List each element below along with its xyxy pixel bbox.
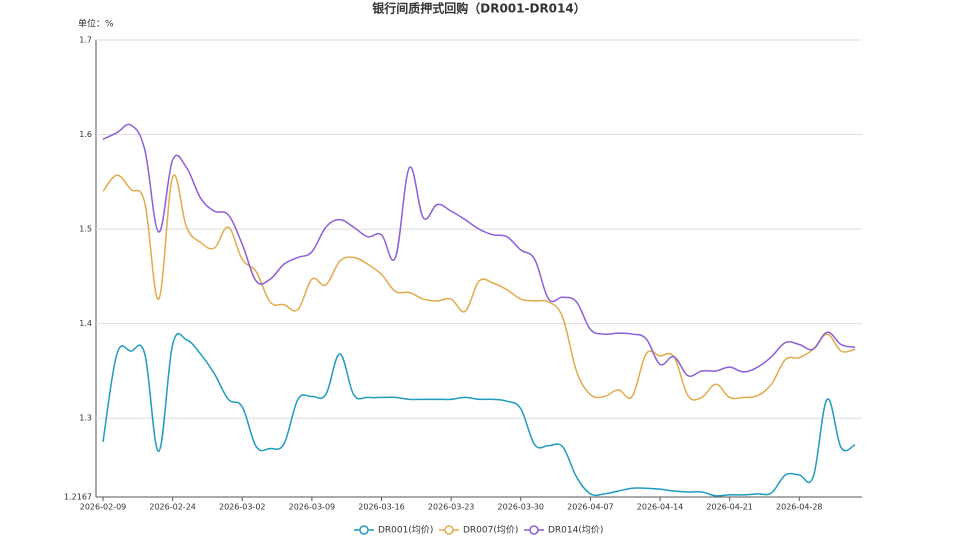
- x-tick-label: 2026-02-09: [80, 503, 127, 512]
- x-tick-label: 2026-02-24: [149, 503, 196, 512]
- x-tick-label: 2026-03-30: [498, 503, 545, 512]
- x-tick-label: 2026-04-07: [567, 503, 614, 512]
- x-tick-label: 2026-03-23: [428, 503, 475, 512]
- y-tick-label: 1.7: [79, 36, 92, 45]
- chart-title: 银行间质押式回购（DR001-DR014）: [372, 1, 585, 16]
- legend-icon: [359, 525, 369, 535]
- unit-label: 单位：%: [78, 18, 114, 30]
- legend-label[interactable]: DR007(均价): [463, 524, 518, 536]
- x-tick-label: 2026-03-16: [358, 503, 405, 512]
- x-tick-label: 2026-04-14: [637, 503, 684, 512]
- y-tick-label: 1.2167: [64, 493, 92, 502]
- x-tick-label: 2026-03-09: [289, 503, 336, 512]
- y-tick-label: 1.6: [79, 130, 92, 139]
- series-line: [102, 123, 856, 377]
- legend-label[interactable]: DR001(均价): [378, 524, 433, 536]
- x-tick-label: 2026-03-02: [219, 503, 266, 512]
- y-tick-label: 1.5: [79, 225, 92, 234]
- y-tick-label: 1.4: [79, 319, 92, 328]
- legend-icon: [529, 525, 539, 535]
- y-tick-label: 1.3: [79, 414, 92, 423]
- x-tick-label: 2026-04-28: [776, 503, 823, 512]
- series-line: [102, 174, 856, 401]
- legend-label[interactable]: DR014(均价): [548, 524, 603, 536]
- legend-icon: [444, 525, 454, 535]
- series-line: [102, 332, 856, 497]
- x-tick-label: 2026-04-21: [706, 503, 753, 512]
